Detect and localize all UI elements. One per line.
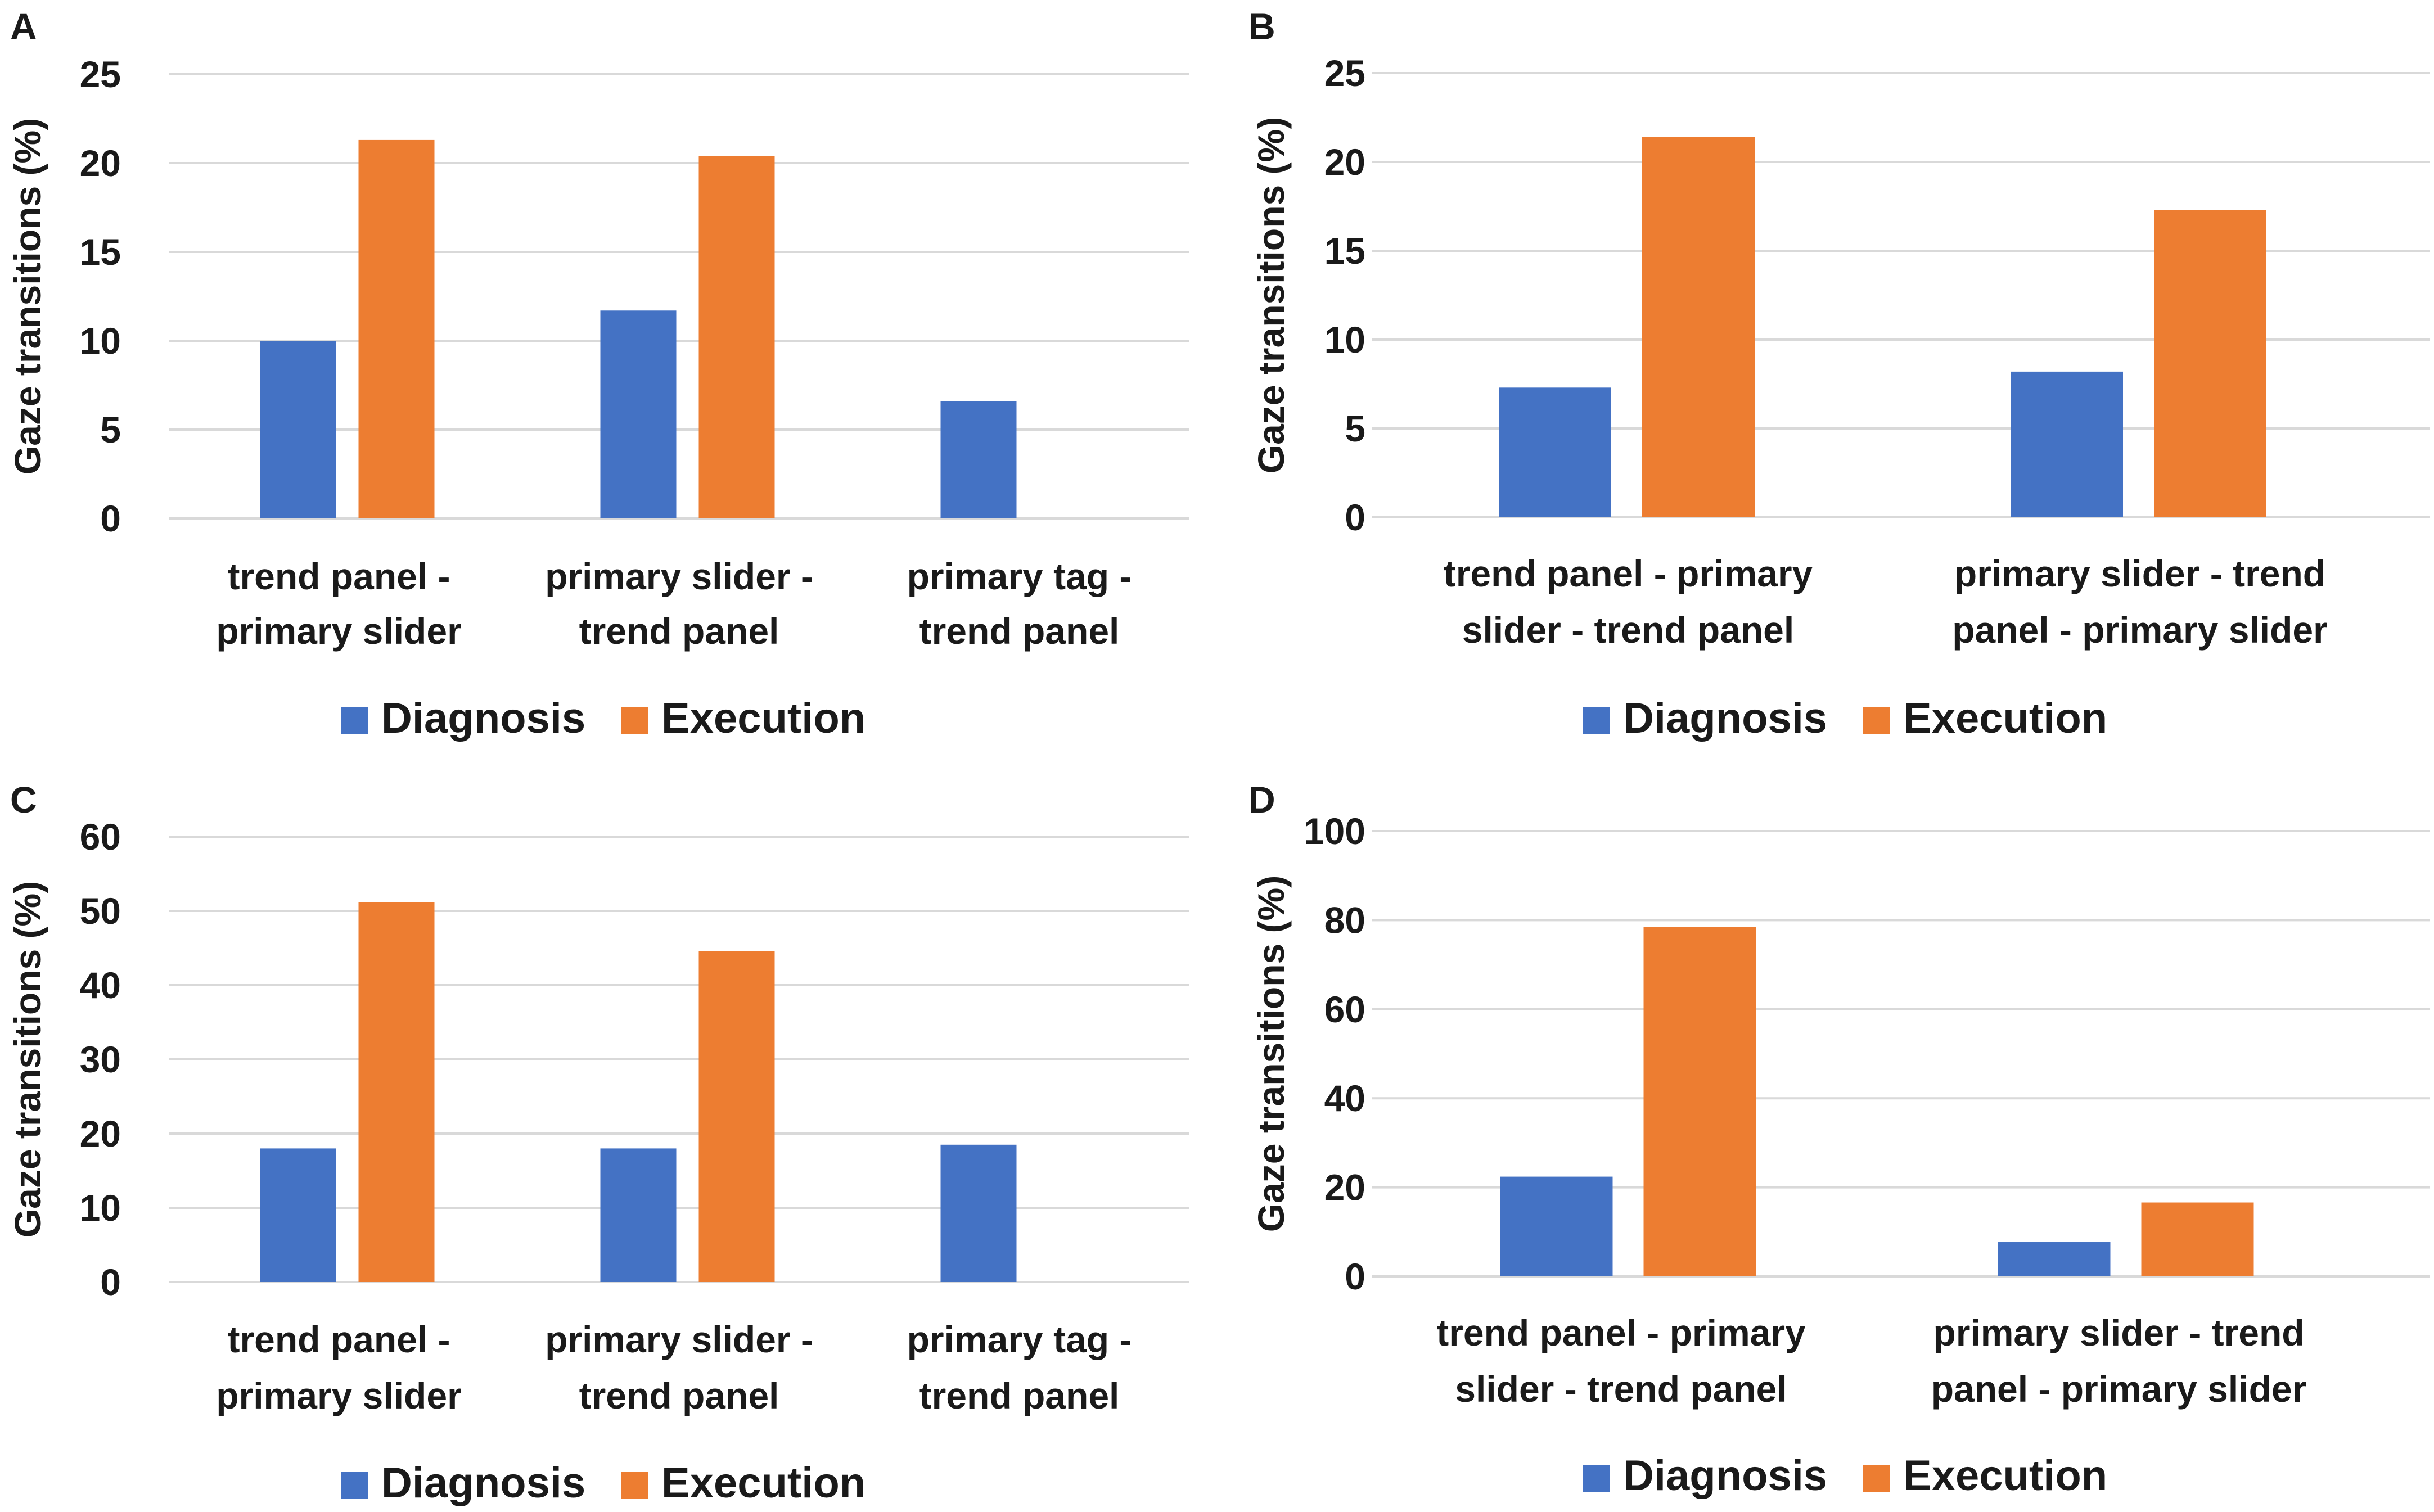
bar-execution	[358, 902, 435, 1282]
panel-letter: D	[1248, 779, 1275, 820]
y-tick-label: 20	[80, 142, 121, 184]
bar-diagnosis	[1499, 387, 1611, 517]
bar-diagnosis	[940, 1144, 1017, 1282]
y-tick-label: 30	[80, 1039, 121, 1080]
legend-swatch-execution	[621, 1472, 648, 1499]
category-label: slider - trend panel	[1462, 609, 1794, 651]
category-label: primary tag -	[907, 1319, 1132, 1360]
legend-swatch-diagnosis	[341, 707, 368, 734]
category-label: panel - primary slider	[1931, 1368, 2307, 1410]
y-tick-label: 0	[100, 1261, 121, 1303]
y-axis-label: Gaze transitions (%)	[1250, 875, 1292, 1232]
category-label: trend panel - primary	[1444, 553, 1813, 594]
legend-label-diagnosis: Diagnosis	[1623, 1452, 1827, 1500]
bar-execution	[2141, 1202, 2254, 1276]
y-tick-label: 25	[80, 53, 121, 95]
y-tick-label: 80	[1324, 899, 1365, 941]
category-label: trend panel -	[227, 556, 450, 597]
category-label: primary slider	[216, 610, 462, 652]
y-axis-label: Gaze transitions (%)	[1250, 117, 1292, 473]
y-tick-label: 15	[1324, 230, 1365, 272]
y-tick-label: 0	[1345, 497, 1365, 538]
category-label: slider - trend panel	[1455, 1368, 1787, 1410]
bar-execution	[698, 951, 775, 1282]
bar-diagnosis	[1998, 1242, 2111, 1276]
y-tick-label: 5	[1345, 408, 1365, 449]
legend-swatch-diagnosis	[341, 1472, 368, 1499]
bar-diagnosis	[2011, 371, 2123, 517]
y-tick-label: 60	[1324, 989, 1365, 1030]
y-tick-label: 100	[1304, 810, 1365, 852]
y-tick-label: 50	[80, 890, 121, 932]
bar-diagnosis	[260, 341, 336, 518]
y-tick-label: 0	[1345, 1256, 1365, 1297]
legend-label-diagnosis: Diagnosis	[381, 694, 585, 742]
panel-letter: C	[10, 779, 37, 820]
legend-label-execution: Execution	[1903, 694, 2107, 742]
legend-swatch-execution	[1863, 1465, 1890, 1492]
category-label: primary slider -	[545, 556, 813, 597]
legend-label-diagnosis: Diagnosis	[1623, 694, 1827, 742]
bar-execution	[1642, 137, 1755, 517]
category-label: trend panel	[919, 1375, 1120, 1416]
category-label: trend panel	[579, 610, 779, 652]
chart-panel-d: D 0 20 40 60 80 100 Gaze transitions (%) trend p…	[1248, 779, 2430, 1500]
legend-swatch-execution	[621, 707, 648, 734]
chart-panel-c: C 0 10 20 30 40 50 60 Gaze transitions (%) trend …	[7, 779, 1189, 1507]
legend-swatch-diagnosis	[1583, 1465, 1610, 1492]
category-label: primary slider -	[545, 1319, 813, 1360]
category-label: panel - primary slider	[1952, 609, 2328, 651]
category-label: primary slider - trend	[1933, 1312, 2304, 1353]
panel-letter: A	[10, 6, 37, 47]
legend-label-execution: Execution	[1903, 1452, 2107, 1500]
y-tick-label: 60	[80, 816, 121, 857]
y-tick-label: 5	[100, 409, 121, 450]
bar-execution	[698, 156, 775, 518]
legend-swatch-diagnosis	[1583, 707, 1610, 734]
category-label: trend panel	[579, 1375, 779, 1416]
y-tick-label: 0	[100, 498, 121, 539]
chart-panel-b: B 0 5 10 15 20 25 Gaze transitions (%) trend pan…	[1248, 6, 2430, 742]
panel-letter: B	[1248, 6, 1275, 47]
bar-diagnosis	[600, 1148, 677, 1282]
category-label: trend panel -	[227, 1319, 450, 1360]
bar-diagnosis	[940, 401, 1017, 518]
category-label: trend panel	[919, 610, 1120, 652]
y-tick-label: 15	[80, 231, 121, 273]
y-tick-label: 40	[1324, 1077, 1365, 1119]
legend-label-diagnosis: Diagnosis	[381, 1459, 585, 1507]
category-label: primary slider	[216, 1375, 462, 1416]
y-tick-label: 20	[1324, 1167, 1365, 1208]
bar-execution	[1643, 927, 1756, 1276]
bar-diagnosis	[1500, 1176, 1613, 1276]
bar-execution	[2154, 210, 2266, 517]
bar-execution	[358, 139, 435, 519]
legend-label-execution: Execution	[661, 1459, 866, 1507]
y-tick-label: 20	[80, 1113, 121, 1154]
y-tick-label: 25	[1324, 52, 1365, 94]
y-axis-label: Gaze transitions (%)	[7, 118, 48, 475]
y-tick-label: 10	[80, 1187, 121, 1229]
legend-swatch-execution	[1863, 707, 1890, 734]
category-label: primary tag -	[907, 556, 1132, 597]
y-axis-label: Gaze transitions (%)	[7, 881, 48, 1238]
y-tick-label: 40	[80, 964, 121, 1006]
y-tick-label: 10	[1324, 319, 1365, 360]
category-label: trend panel - primary	[1436, 1312, 1806, 1353]
chart-panel-a: A 0 5 10 15 20 25 Gaze transitions (%) trend pan…	[7, 6, 1189, 742]
bar-diagnosis	[600, 310, 677, 518]
category-label: primary slider - trend	[1954, 553, 2325, 594]
y-tick-label: 20	[1324, 141, 1365, 183]
y-tick-label: 10	[80, 320, 121, 362]
legend-label-execution: Execution	[661, 694, 866, 742]
bar-diagnosis	[260, 1148, 336, 1282]
